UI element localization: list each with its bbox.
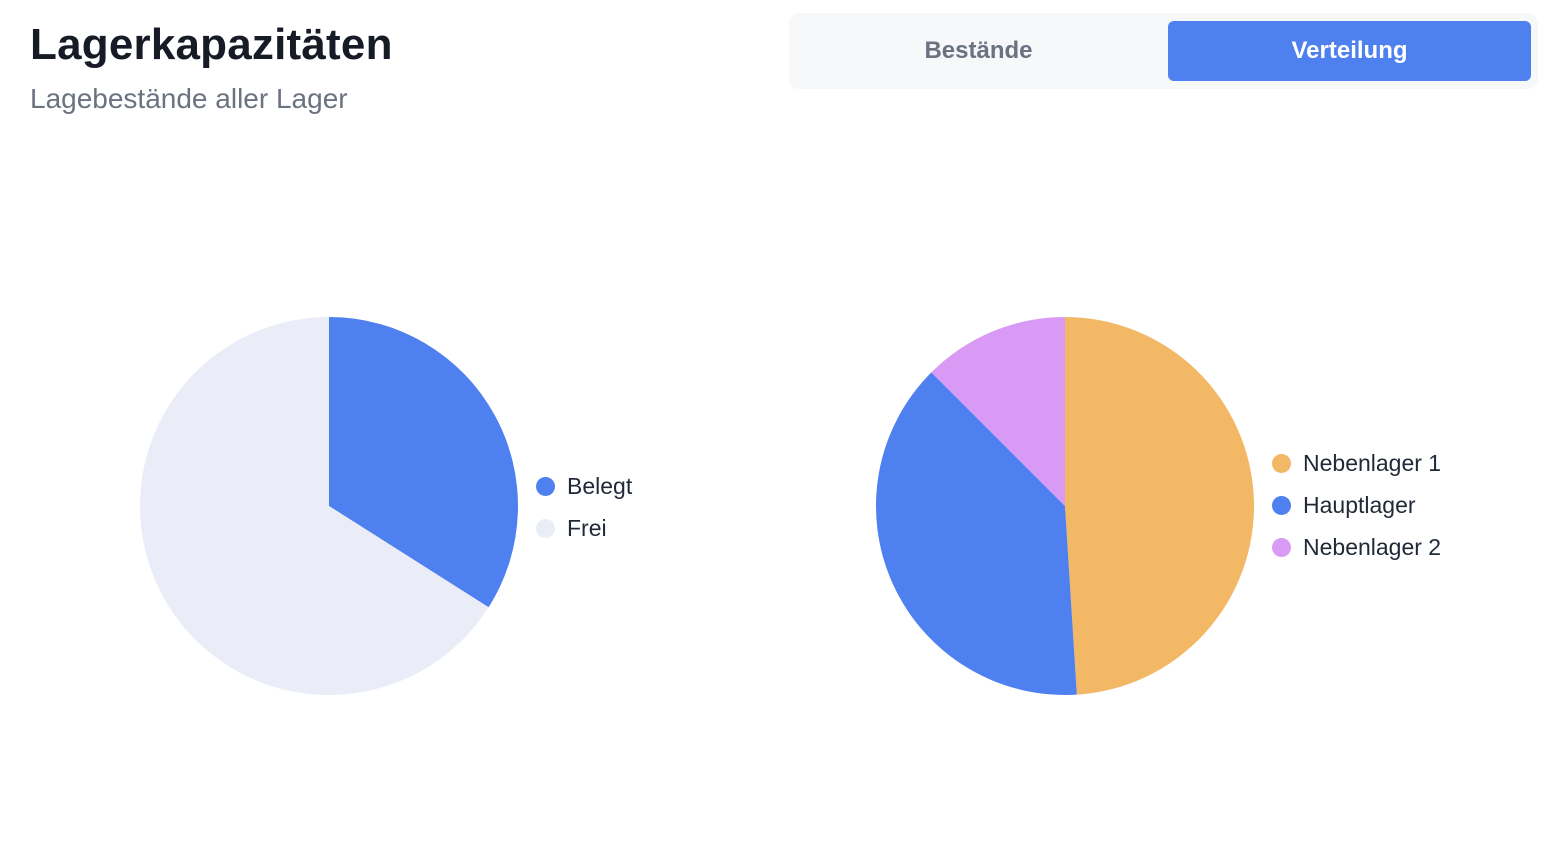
capacity-pie-chart: Belegt Frei [120, 297, 660, 717]
legend-dot-icon [1272, 495, 1291, 515]
legend-item-nebenlager-1[interactable]: Nebenlager 1 [1272, 449, 1441, 477]
legend-dot-icon [536, 476, 555, 496]
legend-item-belegt[interactable]: Belegt [536, 472, 632, 500]
view-tab-switch: Bestände Verteilung [789, 13, 1538, 89]
distribution-pie-chart: Nebenlager 1 Hauptlager Nebenlager 2 [856, 297, 1496, 717]
legend-label: Nebenlager 2 [1303, 533, 1442, 560]
legend-label: Nebenlager 1 [1303, 449, 1442, 476]
pie-slice-frei[interactable] [139, 317, 489, 695]
legend-item-nebenlager-2[interactable]: Nebenlager 2 [1272, 533, 1441, 561]
legend-item-frei[interactable]: Frei [536, 514, 632, 542]
pie-slice-belegt[interactable] [329, 317, 518, 608]
legend-label: Frei [567, 514, 607, 541]
legend-label: Belegt [567, 472, 633, 499]
page-subtitle: Lagebestände aller Lager [30, 83, 348, 114]
legend-label: Hauptlager [1303, 491, 1416, 518]
tab-verteilung[interactable]: Verteilung [1168, 21, 1531, 81]
pie-slice-nebenlager-2[interactable] [931, 317, 1065, 506]
distribution-pie-svg [876, 317, 1254, 695]
legend-dot-icon [536, 518, 555, 538]
legend-dot-icon [1272, 453, 1291, 473]
pie-slice-nebenlager-1[interactable] [1065, 317, 1254, 695]
legend-dot-icon [1272, 537, 1291, 557]
tab-bestaende[interactable]: Bestände [924, 37, 1033, 64]
capacity-pie-svg [139, 317, 518, 695]
pie-slice-hauptlager[interactable] [876, 372, 1077, 695]
legend-item-hauptlager[interactable]: Hauptlager [1272, 491, 1441, 519]
page-title: Lagerkapazitäten [30, 20, 393, 69]
distribution-pie-legend: Nebenlager 1 Hauptlager Nebenlager 2 [1272, 449, 1441, 561]
capacity-pie-legend: Belegt Frei [536, 472, 632, 542]
